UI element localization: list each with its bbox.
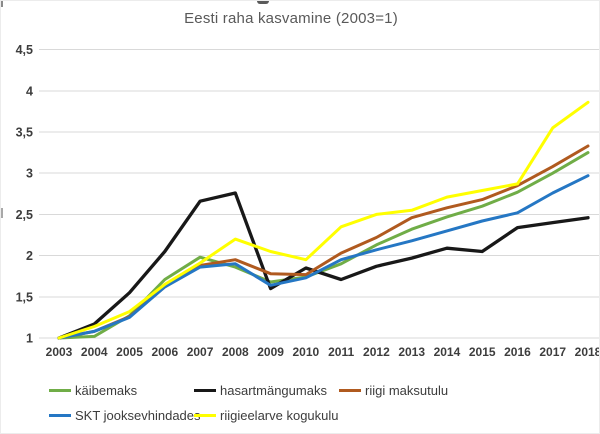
x-tick-label: 2013 (398, 345, 425, 359)
legend-item-riigieelarve-kogukulu: riigieelarve kogukulu (194, 408, 339, 423)
y-tick-label: 4,5 (16, 43, 33, 57)
legend-label: käibemaks (75, 383, 138, 398)
x-tick-label: 2018 (575, 345, 600, 359)
x-tick-label: 2005 (116, 345, 143, 359)
gridlines (39, 49, 599, 339)
legend-item-käibemaks: käibemaks (49, 383, 194, 398)
x-tick-label: 2003 (46, 345, 73, 359)
legend-label: hasartmängumaks (220, 383, 327, 398)
x-tick-label: 2009 (257, 345, 284, 359)
legend-swatch-icon (339, 389, 361, 392)
y-tick-label: 2,5 (16, 208, 33, 222)
y-tick-label: 4 (26, 84, 33, 98)
y-tick-label: 3 (26, 167, 33, 181)
series-line-hasartmängumaks (57, 191, 590, 340)
y-tick-label: 2 (26, 249, 33, 263)
x-tick-label: 2004 (81, 345, 108, 359)
legend-item-riigi-maksutulu: riigi maksutulu (339, 383, 448, 398)
series-line-SKT-jooksevhindades (57, 174, 590, 340)
cropped-axis-fragment (1, 208, 3, 218)
series-line-riigieelarve-kogukulu (57, 100, 590, 340)
y-tick-label: 3,5 (16, 126, 33, 140)
x-tick-label: 2010 (293, 345, 320, 359)
cropped-ui-fragment-corner (1, 1, 3, 7)
y-tick-label: 1,5 (16, 290, 33, 304)
x-tick-label: 2006 (151, 345, 178, 359)
legend-row: käibemaks hasartmängumaks riigi maksutulu (49, 378, 448, 403)
chart-legend: käibemaks hasartmängumaks riigi maksutulu S… (49, 378, 448, 428)
x-axis-labels: 2003 2004 2005 2006 2007 2008 2009 2010 2011 2012… (46, 345, 600, 359)
legend-swatch-icon (194, 414, 216, 417)
x-tick-label: 2017 (539, 345, 566, 359)
x-tick-label: 2012 (363, 345, 390, 359)
y-tick-label: 1 (26, 332, 33, 346)
legend-row: SKT jooksevhindades riigieelarve kogukulu (49, 403, 448, 428)
x-tick-label: 2016 (504, 345, 531, 359)
x-tick-label: 2014 (434, 345, 461, 359)
x-tick-label: 2015 (469, 345, 496, 359)
legend-item-SKT-jooksevhindades: SKT jooksevhindades (49, 408, 201, 423)
legend-swatch-icon (49, 389, 71, 392)
y-axis-labels: 1 1,5 2 2,5 3 3,5 4 4,5 (16, 43, 33, 345)
legend-label: riigieelarve kogukulu (220, 408, 339, 423)
cropped-ui-fragment-top (257, 1, 269, 4)
x-tick-label: 2008 (222, 345, 249, 359)
chart-title: Eesti raha kasvamine (2003=1) (184, 10, 398, 27)
legend-label: SKT jooksevhindades (75, 408, 201, 423)
x-tick-label: 2007 (187, 345, 214, 359)
legend-item-hasartmängumaks: hasartmängumaks (194, 383, 339, 398)
legend-label: riigi maksutulu (365, 383, 449, 398)
legend-swatch-icon (49, 414, 71, 417)
x-tick-label: 2011 (328, 345, 354, 359)
legend-swatch-icon (194, 389, 216, 392)
